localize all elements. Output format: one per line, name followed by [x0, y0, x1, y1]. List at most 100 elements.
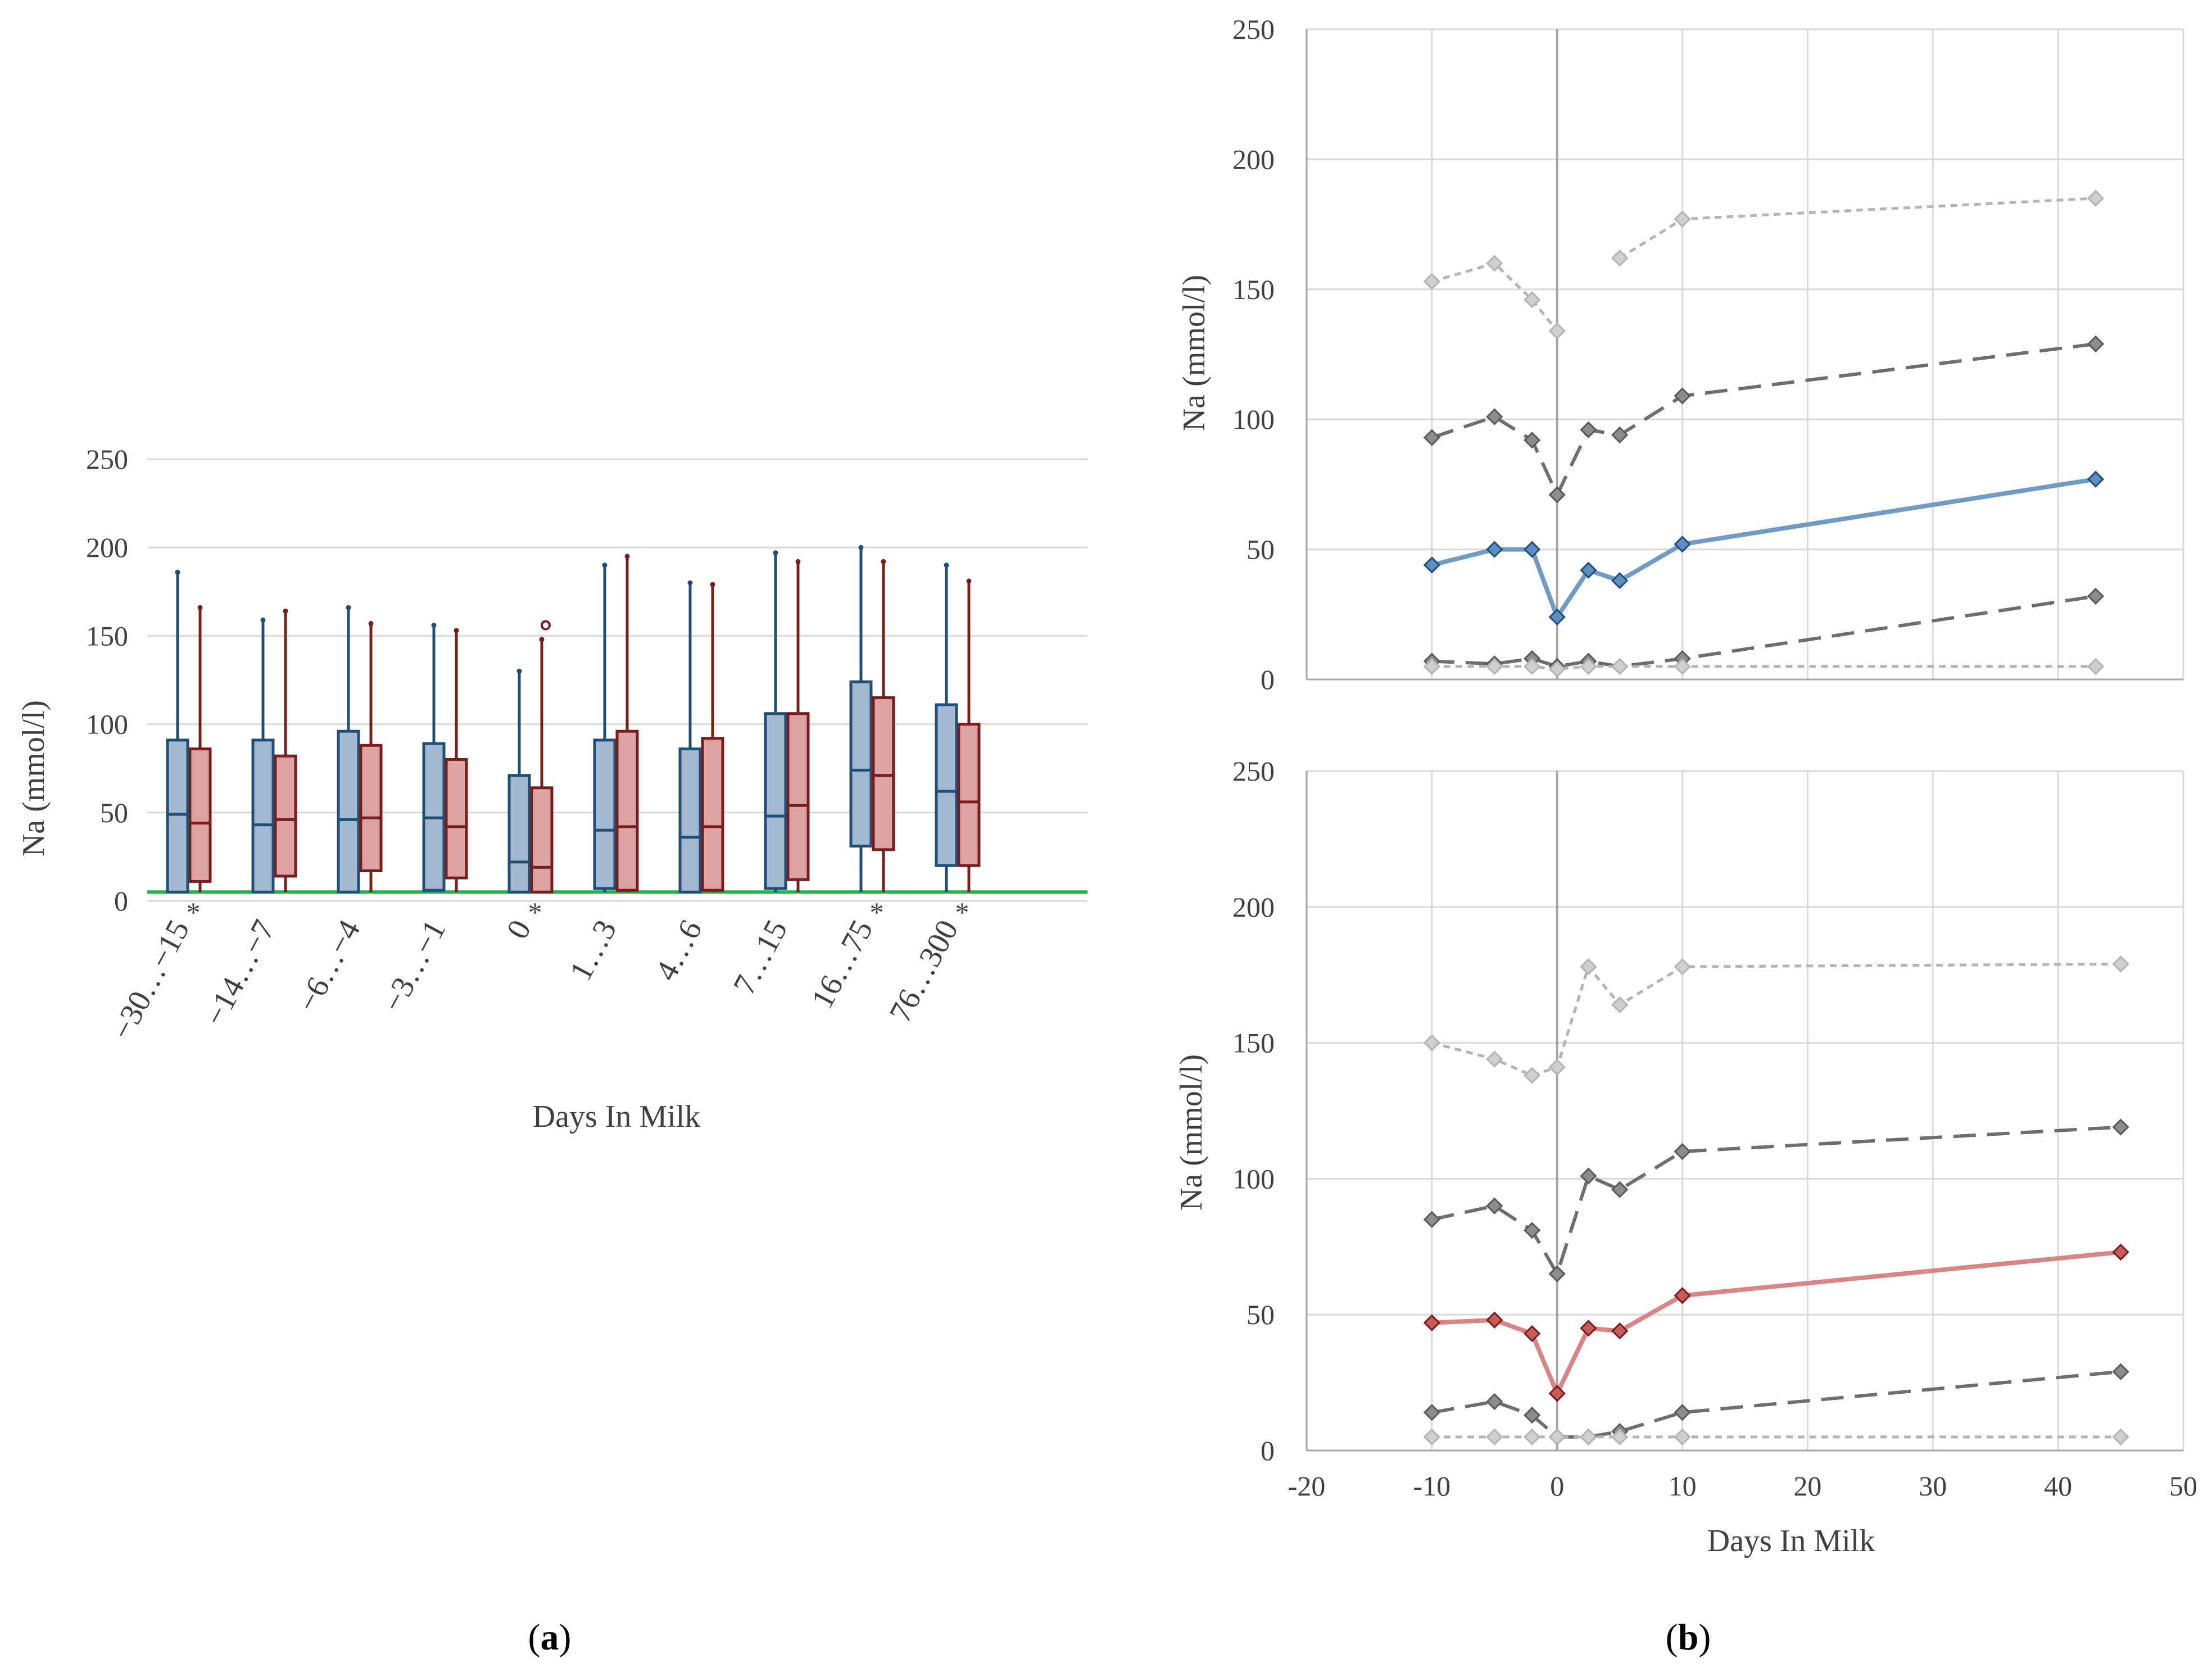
- y-tick-label: 0: [1261, 664, 1275, 695]
- data-point: [1580, 1320, 1597, 1337]
- y-tick-label: 100: [1232, 1163, 1275, 1194]
- data-point: [1486, 255, 1503, 272]
- panel-b-top-chart: 0 50 100 150 200 250: [1232, 13, 2184, 695]
- x-tick-label: -10: [1413, 1470, 1451, 1502]
- data-point: [1524, 1222, 1541, 1239]
- series-line: [1431, 962, 2121, 1077]
- series-line: [1431, 342, 2096, 497]
- data-point: [1611, 250, 1629, 267]
- data-point: [1611, 996, 1629, 1014]
- series-dotted-light: [1423, 955, 2129, 1084]
- x-tick-label: 50: [2169, 1470, 2197, 1502]
- panel-b-label: (b): [1666, 1617, 1711, 1658]
- box-blue: [422, 623, 446, 892]
- y-tick-label: 100: [1232, 404, 1275, 435]
- x-tick-label: 1…3: [563, 914, 623, 986]
- data-point: [1580, 1428, 1597, 1445]
- y-tick-label: 150: [1232, 1027, 1275, 1059]
- box-body: [337, 729, 360, 894]
- significance-marker: *: [528, 896, 542, 928]
- data-point: [2112, 1243, 2129, 1261]
- data-point: [1674, 536, 1691, 553]
- box-body: [935, 703, 958, 867]
- outlier: [541, 620, 551, 631]
- whisker-cap: [710, 582, 715, 587]
- box-body: [849, 680, 873, 848]
- data-point: [1423, 658, 1440, 675]
- y-tick-label: 0: [1261, 1435, 1275, 1466]
- whisker-cap: [795, 559, 801, 564]
- panel-b-x-axis-label: Days In Milk: [1707, 1524, 1875, 1558]
- box-body: [593, 738, 617, 890]
- data-point: [1674, 1287, 1691, 1304]
- data-point: [2087, 335, 2105, 353]
- data-point: [1548, 1385, 1566, 1402]
- series-dashed-dark: [1423, 335, 2105, 504]
- y-tick-label: 0: [114, 885, 128, 917]
- data-point: [1580, 958, 1597, 976]
- panel-a-boxes: [166, 545, 981, 894]
- y-tick-label: 50: [1246, 534, 1275, 565]
- box-body: [188, 747, 212, 883]
- whisker-cap: [966, 578, 972, 584]
- data-point: [1548, 608, 1566, 626]
- whisker-cap: [454, 628, 459, 633]
- box-red: [530, 620, 554, 894]
- panel-a-gridlines: [147, 458, 1087, 902]
- data-point: [2112, 1363, 2129, 1380]
- box-blue: [935, 563, 958, 892]
- data-point: [1580, 421, 1597, 438]
- data-point: [1580, 561, 1597, 579]
- box-blue: [849, 545, 873, 892]
- series-dashed-dark: [1423, 1118, 2129, 1282]
- box-body: [957, 723, 981, 867]
- box-body: [166, 738, 189, 894]
- whisker-cap: [602, 563, 608, 568]
- data-point: [1423, 1211, 1440, 1229]
- x-tick-label: 0: [1550, 1470, 1564, 1502]
- data-point: [1611, 658, 1629, 675]
- panel-a-x-axis-label: Days In Milk: [533, 1099, 701, 1134]
- box-body: [701, 737, 724, 892]
- data-point: [1674, 1404, 1691, 1421]
- box-red: [786, 559, 810, 892]
- data-point: [1423, 273, 1440, 291]
- data-point: [1524, 1407, 1541, 1424]
- panel-a-y-axis-label: Na (mmol/l): [16, 700, 51, 856]
- data-point: [1580, 1167, 1597, 1185]
- box-blue: [507, 668, 531, 894]
- gridlines: [1306, 770, 2184, 1452]
- series-dashed-dark: [1423, 587, 2105, 675]
- box-body: [251, 738, 275, 894]
- box-blue: [251, 617, 275, 894]
- data-point: [1548, 1265, 1566, 1282]
- data-point: [2087, 470, 2105, 488]
- panel-b-line-charts: 0 50 100 150 200 250 0 50 100 150 200 250 -20 -10 0 10…: [1174, 13, 2197, 1658]
- data-point: [1611, 572, 1629, 590]
- y-tick-label: 200: [1232, 143, 1275, 175]
- whisker-cap: [516, 668, 522, 674]
- box-body: [764, 712, 787, 890]
- series-solid: [1423, 1243, 2129, 1402]
- whisker-cap: [346, 605, 351, 610]
- box-body: [530, 786, 554, 894]
- data-point: [2112, 1428, 2129, 1445]
- whisker-cap: [881, 559, 886, 564]
- y-tick-label: 150: [1232, 274, 1275, 305]
- box-red: [615, 554, 639, 892]
- data-point: [1611, 1428, 1629, 1445]
- data-point: [1674, 658, 1691, 675]
- box-blue: [166, 569, 189, 894]
- data-point: [1423, 429, 1440, 446]
- box-red: [188, 605, 212, 892]
- x-tick-label: −30…−15: [105, 914, 196, 1045]
- data-point: [2112, 1118, 2129, 1136]
- data-point: [1611, 426, 1629, 444]
- data-point: [2087, 658, 2105, 675]
- data-point: [1548, 1428, 1566, 1445]
- significance-marker: *: [870, 896, 884, 928]
- data-point: [1524, 291, 1541, 309]
- data-point: [1486, 1393, 1503, 1411]
- box-body: [786, 712, 810, 881]
- panel-b-bottom-y-axis-label: Na (mmol/l): [1174, 1054, 1209, 1211]
